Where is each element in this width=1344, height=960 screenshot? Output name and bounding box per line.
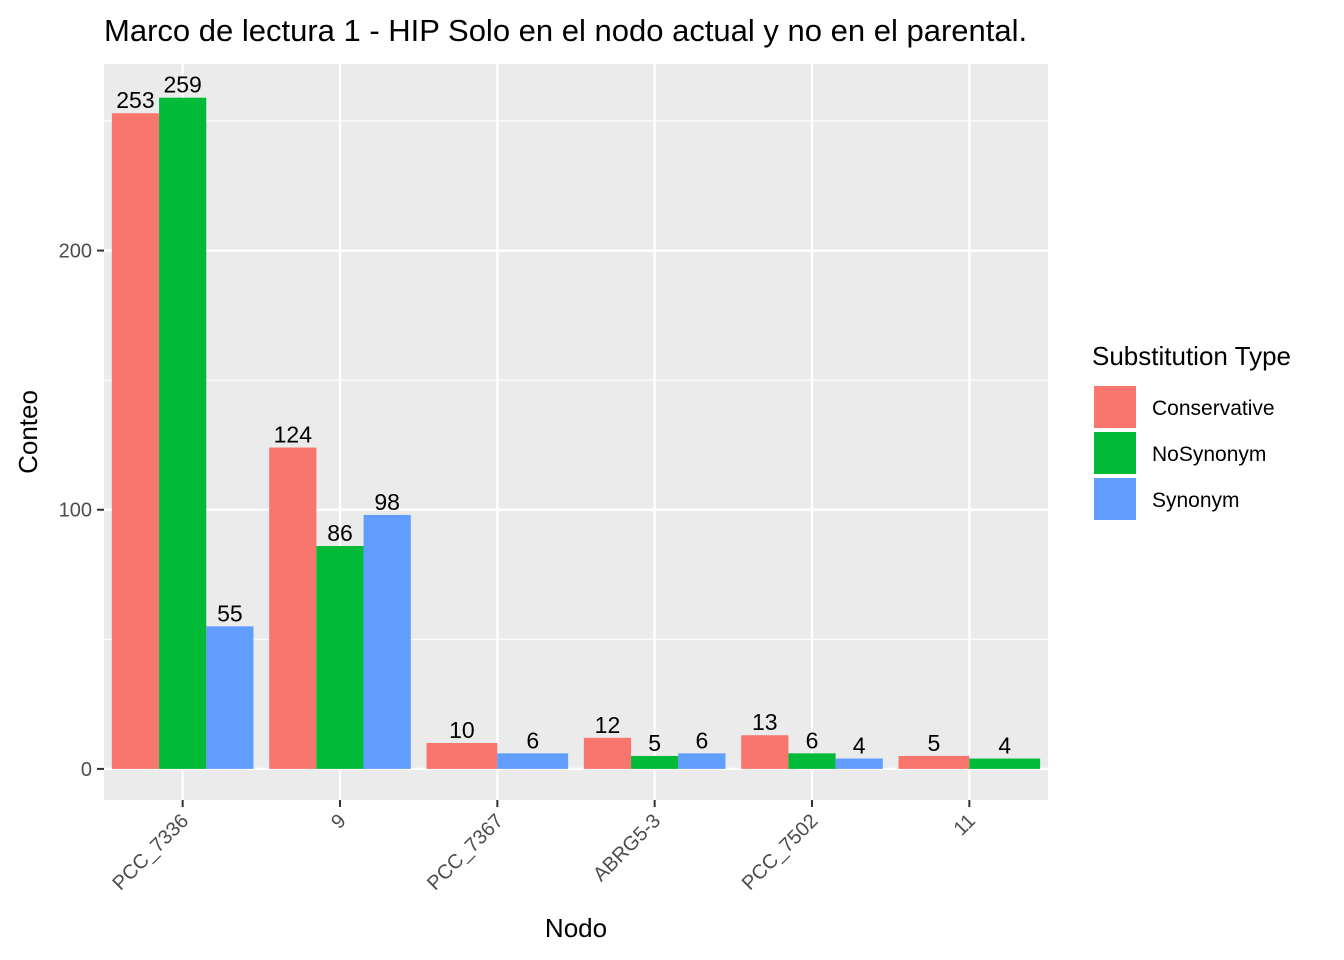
data-label: 6 [806, 727, 819, 753]
bar-nosynonym [969, 758, 1041, 769]
bars: 253 259 55 124 86 98 10 6 12 5 6 13 6 4 5 4 [111, 72, 1041, 769]
legend-title: Substitution Type [1092, 341, 1291, 371]
gridlines [104, 64, 1048, 800]
y-tick-label: 0 [81, 759, 92, 781]
x-tick-label: 9 [327, 810, 350, 833]
x-tick-label: PCC_7502 [738, 810, 823, 895]
bar-synonym [678, 753, 726, 769]
x-axis-label: Nodo [545, 913, 607, 943]
data-label: 12 [595, 712, 621, 738]
bar-synonym [497, 753, 569, 769]
data-label: 55 [217, 600, 243, 626]
data-label: 6 [526, 727, 539, 753]
bar-nosynonym [316, 546, 364, 769]
bar-nosynonym [159, 97, 207, 769]
bar-nosynonym [788, 753, 836, 769]
bar-conservative [426, 742, 498, 769]
data-label: 5 [928, 730, 941, 756]
legend-label: Conservative [1152, 397, 1275, 420]
bar-conservative [741, 735, 789, 769]
legend-key-conservative [1094, 386, 1136, 428]
bar-synonym [835, 758, 883, 769]
y-axis: 0 100 200 [59, 241, 104, 781]
y-tick-label: 100 [59, 500, 92, 522]
y-axis-label: Conteo [13, 390, 43, 474]
x-tick-label: PCC_7336 [108, 810, 193, 895]
legend-label: NoSynonym [1152, 443, 1266, 466]
data-label: 10 [449, 717, 475, 743]
x-tick-label: 11 [950, 810, 980, 840]
x-axis: PCC_7336 9 PCC_7367 ABRG5-3 PCC_7502 11 [108, 800, 980, 895]
bar-nosynonym [631, 755, 679, 769]
data-label: 98 [374, 489, 400, 515]
data-label: 124 [274, 422, 313, 448]
data-label: 259 [163, 72, 201, 98]
x-tick-label: ABRG5-3 [589, 810, 665, 886]
bar-conservative [583, 737, 632, 769]
y-tick-label: 200 [59, 241, 92, 263]
bar-conservative [111, 113, 160, 769]
bar-conservative [898, 755, 970, 769]
x-tick-label: PCC_7367 [423, 810, 508, 895]
data-label: 5 [648, 730, 661, 756]
bar-synonym [363, 514, 411, 769]
data-label: 86 [327, 520, 353, 546]
legend-key-synonym [1094, 478, 1136, 520]
data-label: 253 [116, 87, 154, 113]
data-label: 6 [695, 727, 708, 753]
legend-label: Synonym [1152, 489, 1240, 512]
legend-key-nosynonym [1094, 432, 1136, 474]
bar-conservative [269, 447, 317, 769]
data-label: 4 [853, 733, 866, 759]
chart-title: Marco de lectura 1 - HIP Solo en el nodo… [104, 13, 1027, 48]
data-label: 13 [752, 709, 778, 735]
bar-synonym [206, 626, 254, 769]
data-label: 4 [998, 733, 1011, 759]
legend: Substitution Type Conservative NoSynonym S… [1092, 341, 1291, 520]
plot-panel [104, 64, 1048, 800]
